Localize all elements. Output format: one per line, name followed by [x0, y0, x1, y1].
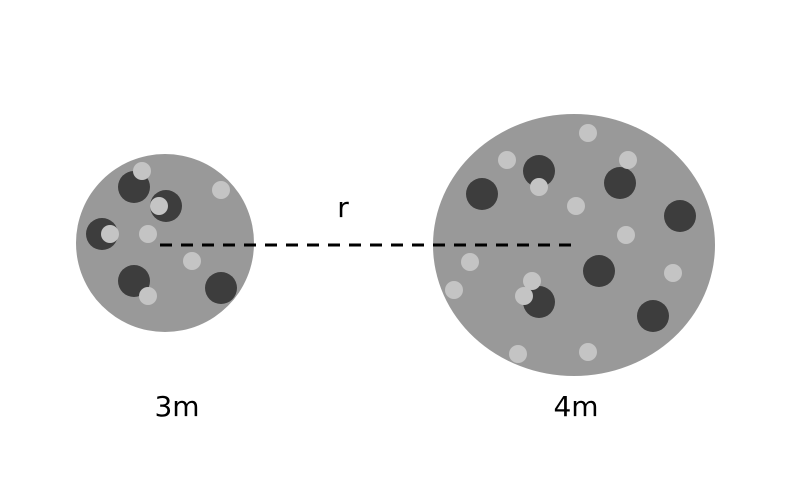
right-light-dot	[530, 178, 548, 196]
right-dark-dot	[604, 167, 636, 199]
right-light-dot	[498, 151, 516, 169]
left-sphere	[76, 154, 254, 332]
right-dark-dot	[664, 200, 696, 232]
right-light-dot	[579, 343, 597, 361]
distance-label: r	[337, 191, 349, 224]
left-mass-label: 3m	[154, 390, 199, 423]
right-dark-dot	[466, 178, 498, 210]
left-dark-dot	[205, 272, 237, 304]
left-light-dot	[139, 225, 157, 243]
left-light-dot	[101, 225, 119, 243]
left-dark-dot	[118, 265, 150, 297]
right-light-dot	[461, 253, 479, 271]
right-sphere	[433, 114, 715, 376]
left-light-dot	[212, 181, 230, 199]
right-dark-dot	[523, 155, 555, 187]
right-light-dot	[617, 226, 635, 244]
right-light-dot	[445, 281, 463, 299]
right-light-dot	[515, 287, 533, 305]
right-light-dot	[523, 272, 541, 290]
right-light-dot	[579, 124, 597, 142]
left-light-dot	[133, 162, 151, 180]
right-dark-dot	[637, 300, 669, 332]
right-dark-dot	[583, 255, 615, 287]
left-light-dot	[139, 287, 157, 305]
right-light-dot	[567, 197, 585, 215]
right-light-dot	[509, 345, 527, 363]
right-mass-label: 4m	[553, 390, 598, 423]
left-light-dot	[150, 197, 168, 215]
left-light-dot	[183, 252, 201, 270]
right-light-dot	[664, 264, 682, 282]
right-light-dot	[619, 151, 637, 169]
